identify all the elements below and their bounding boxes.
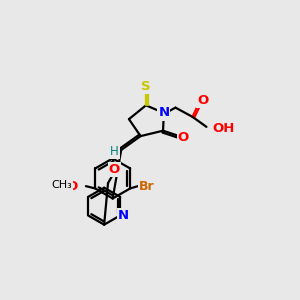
- Text: O: O: [178, 131, 189, 144]
- Text: N: N: [158, 106, 169, 119]
- Text: OH: OH: [213, 122, 235, 135]
- Text: CH₃: CH₃: [52, 180, 72, 190]
- Text: O: O: [197, 94, 208, 107]
- Text: O: O: [66, 180, 78, 193]
- Text: H: H: [110, 145, 118, 158]
- Text: Br: Br: [139, 180, 154, 193]
- Text: O: O: [109, 163, 120, 176]
- Text: S: S: [141, 80, 151, 92]
- Text: N: N: [118, 209, 129, 222]
